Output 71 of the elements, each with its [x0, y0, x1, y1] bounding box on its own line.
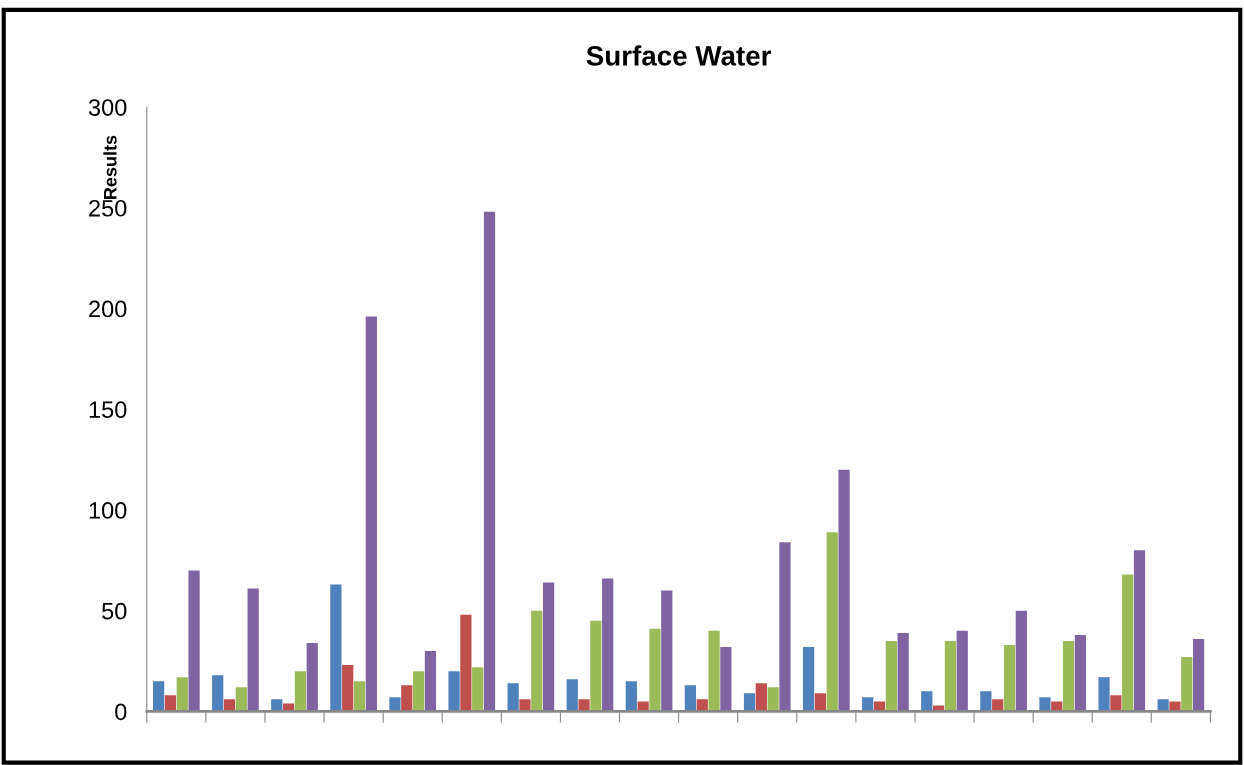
y-axis-title: Results	[103, 135, 117, 199]
bar	[566, 679, 578, 712]
bar	[353, 681, 366, 712]
bar	[153, 681, 165, 712]
bar	[708, 630, 720, 712]
bar	[1169, 701, 1181, 712]
chart-title: Surface Water	[586, 45, 772, 66]
bar	[661, 590, 673, 712]
bar	[1181, 657, 1193, 712]
bar	[531, 610, 543, 712]
bar	[980, 691, 992, 712]
bar	[862, 697, 874, 712]
bar	[412, 671, 425, 712]
y-tick-label: 50	[102, 602, 127, 620]
bar	[1062, 640, 1075, 712]
bar	[401, 685, 413, 712]
bar	[1074, 634, 1087, 712]
bar	[247, 588, 259, 712]
bar	[625, 681, 637, 712]
bar	[1015, 610, 1027, 712]
bar	[542, 582, 555, 712]
bar	[1003, 644, 1016, 712]
bar	[424, 651, 437, 712]
bar	[1039, 697, 1051, 712]
bar	[956, 630, 968, 712]
bar	[507, 683, 519, 712]
bar	[802, 646, 815, 712]
bar	[365, 316, 377, 712]
y-tick-label: 250	[89, 199, 127, 217]
bar	[460, 614, 472, 712]
bar	[885, 640, 897, 712]
bar	[188, 570, 200, 712]
y-tick-label: 100	[89, 502, 127, 519]
bar	[720, 646, 732, 712]
bar	[1133, 550, 1146, 712]
bar	[164, 695, 177, 712]
bar	[838, 469, 850, 712]
bar	[897, 632, 909, 712]
bar	[389, 697, 401, 712]
bar	[306, 642, 318, 712]
y-tick-label: 300	[88, 99, 127, 116]
bar	[779, 542, 791, 712]
bar	[767, 687, 779, 712]
bar	[235, 687, 247, 712]
bar	[472, 667, 484, 712]
bar	[602, 578, 614, 712]
bar	[330, 584, 342, 712]
bar	[483, 211, 496, 712]
bar	[1098, 677, 1110, 712]
bar	[212, 675, 224, 712]
bar	[944, 640, 957, 712]
y-tick-label: 150	[89, 401, 127, 419]
bar	[921, 691, 933, 712]
bar	[649, 628, 661, 712]
y-tick-label: 200	[89, 300, 127, 318]
bar	[755, 683, 767, 712]
bar	[342, 665, 354, 712]
bar	[1110, 695, 1122, 712]
bar	[684, 685, 697, 712]
bar	[448, 671, 460, 712]
bar	[176, 677, 188, 712]
bar	[826, 532, 838, 712]
bar	[590, 620, 602, 712]
bar	[1192, 638, 1205, 712]
bar	[1122, 574, 1134, 712]
y-tick-label: 0	[115, 703, 127, 721]
bar	[743, 693, 756, 712]
bar	[519, 699, 531, 712]
bar	[578, 699, 590, 712]
bar	[814, 693, 827, 712]
bar	[294, 671, 307, 712]
